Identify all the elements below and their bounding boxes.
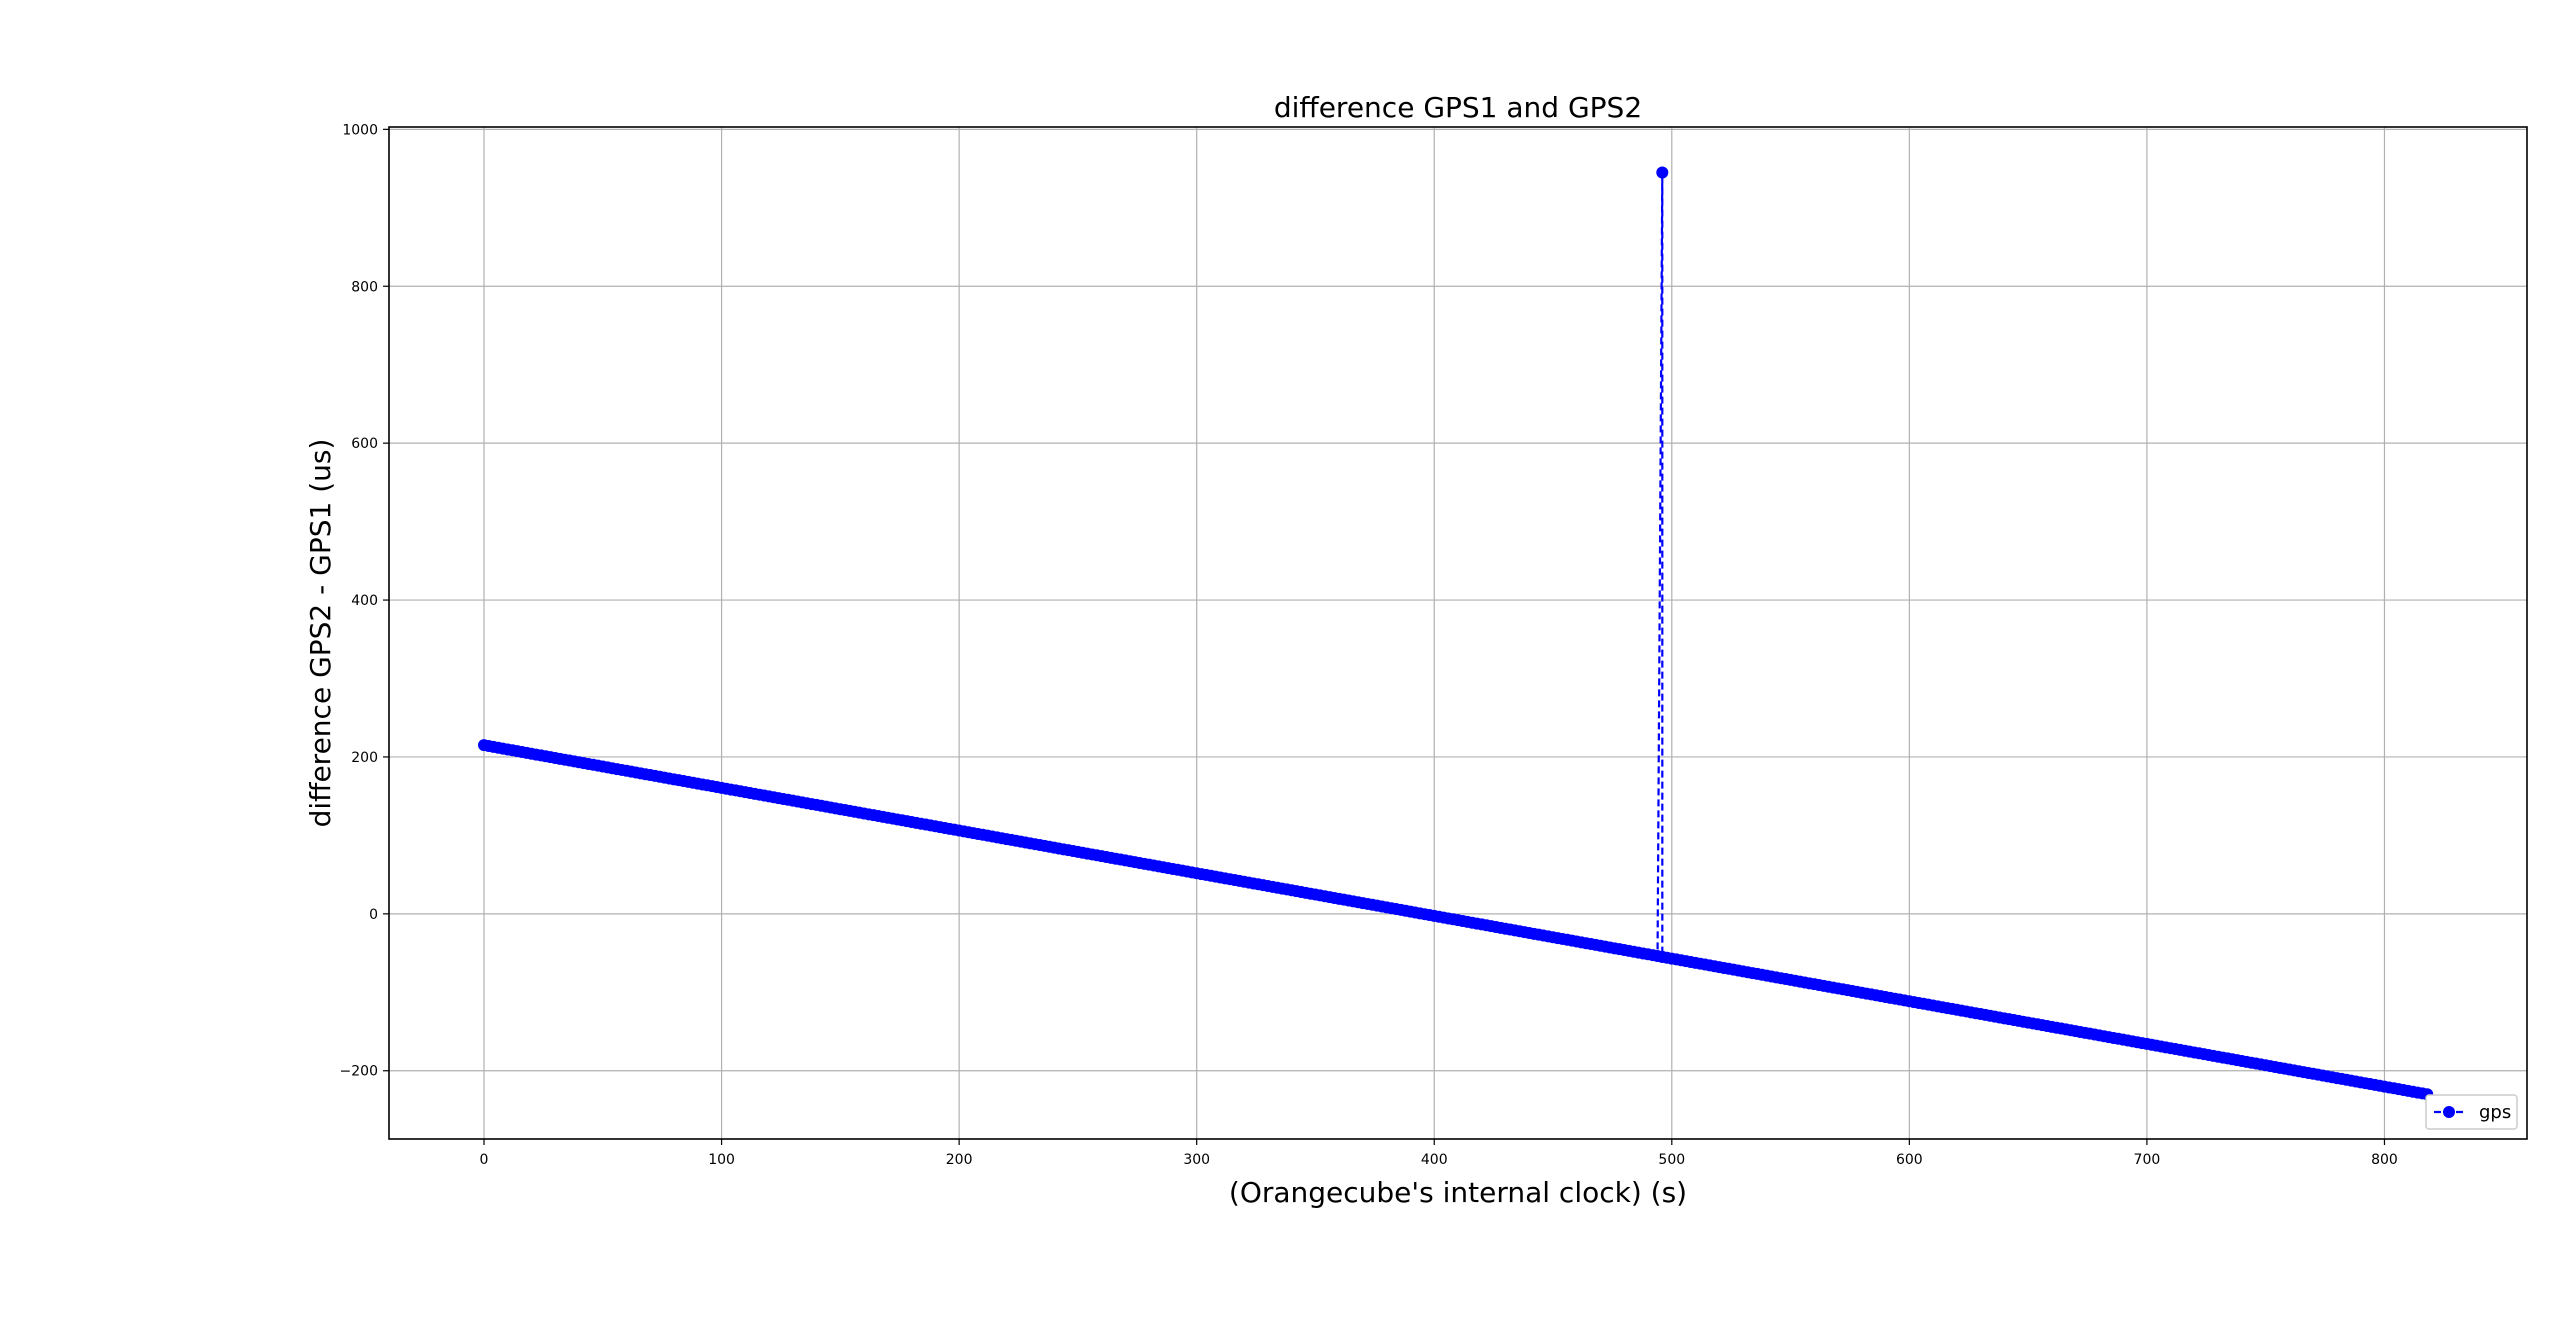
y-tick-label: −200 xyxy=(340,1064,378,1080)
axes-frame xyxy=(388,126,2528,1140)
y-tick-label: 1000 xyxy=(342,122,378,138)
x-tick-label: 800 xyxy=(2371,1152,2398,1168)
x-tick-label: 0 xyxy=(480,1152,489,1168)
y-tick-label: 0 xyxy=(369,907,378,923)
grid xyxy=(389,127,2527,1139)
x-tick-label: 500 xyxy=(1658,1152,1685,1168)
x-tick-label: 400 xyxy=(1421,1152,1448,1168)
x-tick-label: 100 xyxy=(708,1152,735,1168)
y-axis-label: difference GPS2 - GPS1 (us) xyxy=(304,439,337,828)
data-point xyxy=(1656,166,1669,179)
x-tick-label: 700 xyxy=(2134,1152,2161,1168)
legend-marker xyxy=(2443,1106,2455,1118)
y-tick-label: 400 xyxy=(351,593,378,609)
x-axis-label: (Orangecube's internal clock) (s) xyxy=(1229,1176,1687,1209)
ticks: 0 100 200 300 400 500 600 700 800 −200 0 200 400 600 8… xyxy=(340,122,2398,1168)
series-layer xyxy=(478,166,2434,1101)
chart-title: difference GPS1 and GPS2 xyxy=(1274,91,1642,124)
series-line-gps xyxy=(483,172,2428,1096)
y-tick-label: 600 xyxy=(351,436,378,452)
y-tick-label: 800 xyxy=(351,279,378,295)
legend-box xyxy=(2425,1094,2518,1130)
y-tick-label: 200 xyxy=(351,750,378,766)
x-tick-label: 600 xyxy=(1896,1152,1923,1168)
legend: gps xyxy=(2425,1094,2518,1130)
x-tick-label: 200 xyxy=(946,1152,973,1168)
x-tick-label: 300 xyxy=(1183,1152,1210,1168)
legend-label: gps xyxy=(2479,1102,2511,1123)
